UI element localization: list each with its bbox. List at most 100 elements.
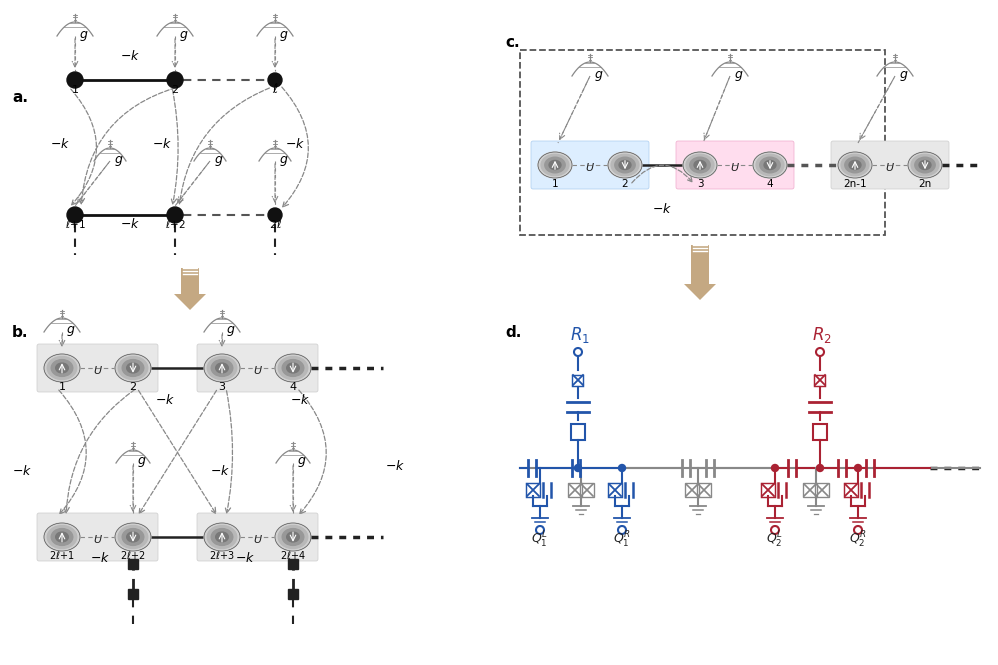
Text: $2\ell$+1: $2\ell$+1 [49, 549, 75, 561]
FancyBboxPatch shape [37, 513, 158, 561]
Ellipse shape [608, 152, 642, 178]
Text: 1: 1 [72, 85, 79, 95]
Text: 4: 4 [766, 179, 773, 189]
Ellipse shape [683, 152, 717, 178]
Bar [844, 483, 857, 497]
Bar [520, 50, 885, 235]
Bar [128, 559, 138, 569]
Circle shape [854, 526, 862, 534]
Circle shape [536, 526, 544, 534]
Text: $-k$: $-k$ [155, 393, 175, 407]
Text: $-k$: $-k$ [235, 551, 255, 565]
Ellipse shape [764, 160, 776, 170]
Text: c.: c. [505, 35, 520, 50]
Ellipse shape [118, 356, 148, 380]
Text: $-k$: $-k$ [653, 202, 673, 216]
Circle shape [854, 464, 861, 471]
FancyBboxPatch shape [831, 141, 949, 189]
Ellipse shape [204, 523, 240, 551]
Text: $-k$: $-k$ [120, 217, 140, 231]
Circle shape [816, 348, 824, 356]
Ellipse shape [216, 532, 229, 542]
Text: $-k$: $-k$ [285, 137, 305, 151]
Ellipse shape [51, 360, 73, 376]
Bar [814, 374, 825, 386]
Polygon shape [684, 284, 716, 300]
Ellipse shape [844, 157, 865, 173]
Ellipse shape [127, 532, 140, 542]
Ellipse shape [208, 525, 237, 549]
Ellipse shape [122, 529, 144, 545]
Ellipse shape [275, 354, 311, 382]
Bar [761, 483, 774, 497]
FancyBboxPatch shape [197, 513, 318, 561]
Text: $2\ell$: $2\ell$ [268, 218, 281, 230]
Circle shape [167, 72, 183, 88]
Bar [698, 483, 711, 497]
Ellipse shape [686, 154, 714, 176]
Circle shape [167, 207, 183, 223]
FancyBboxPatch shape [197, 344, 318, 392]
Bar [288, 589, 298, 599]
Circle shape [67, 72, 83, 88]
Text: $-k$: $-k$ [12, 464, 32, 478]
Text: $g$: $g$ [297, 455, 306, 469]
Ellipse shape [282, 529, 303, 545]
Ellipse shape [56, 363, 68, 373]
Text: $U$: $U$ [885, 161, 895, 173]
Ellipse shape [118, 525, 148, 549]
Bar [813, 424, 827, 440]
Text: $g$: $g$ [899, 69, 908, 83]
FancyBboxPatch shape [37, 344, 158, 392]
Circle shape [268, 208, 282, 222]
Text: $Q_1^L$: $Q_1^L$ [532, 530, 549, 550]
Bar [609, 483, 622, 497]
Text: $2\ell$+4: $2\ell$+4 [280, 549, 306, 561]
Ellipse shape [908, 152, 942, 178]
Ellipse shape [538, 152, 572, 178]
Ellipse shape [278, 356, 307, 380]
Circle shape [268, 73, 282, 87]
Ellipse shape [216, 363, 229, 373]
Text: $-k$: $-k$ [290, 393, 310, 407]
Ellipse shape [756, 154, 784, 176]
Ellipse shape [212, 529, 233, 545]
Bar [569, 483, 582, 497]
Circle shape [575, 464, 582, 471]
Text: $U$: $U$ [730, 161, 740, 173]
Ellipse shape [915, 157, 935, 173]
Text: $Q_2^R$: $Q_2^R$ [849, 530, 867, 550]
Text: $g$: $g$ [179, 29, 189, 43]
Ellipse shape [278, 525, 307, 549]
Ellipse shape [204, 354, 240, 382]
Text: $\ell$+1: $\ell$+1 [65, 218, 86, 230]
Ellipse shape [549, 160, 561, 170]
Text: $2\ell$+2: $2\ell$+2 [120, 549, 146, 561]
Ellipse shape [282, 360, 303, 376]
Text: $\ell$+2: $\ell$+2 [165, 218, 186, 230]
Text: b.: b. [12, 325, 29, 340]
Bar [803, 483, 816, 497]
Polygon shape [181, 268, 199, 294]
Text: $Q_1^R$: $Q_1^R$ [613, 530, 631, 550]
Text: 1: 1 [59, 382, 66, 392]
Text: $g$: $g$ [279, 29, 288, 43]
Text: 4: 4 [289, 382, 296, 392]
Text: $R_1$: $R_1$ [570, 325, 590, 345]
Text: 3: 3 [219, 382, 226, 392]
Text: $U$: $U$ [585, 161, 595, 173]
Ellipse shape [56, 532, 68, 542]
Ellipse shape [611, 154, 639, 176]
FancyBboxPatch shape [531, 141, 649, 189]
Bar [526, 483, 540, 497]
Text: $Q_2^L$: $Q_2^L$ [766, 530, 783, 550]
Text: $g$: $g$ [279, 154, 288, 168]
Polygon shape [691, 245, 709, 284]
Ellipse shape [51, 529, 73, 545]
Ellipse shape [753, 152, 787, 178]
Text: $U$: $U$ [252, 364, 262, 376]
Text: $-k$: $-k$ [385, 459, 405, 473]
Ellipse shape [47, 356, 77, 380]
Bar [288, 559, 298, 569]
Text: $2\ell$+3: $2\ell$+3 [210, 549, 235, 561]
